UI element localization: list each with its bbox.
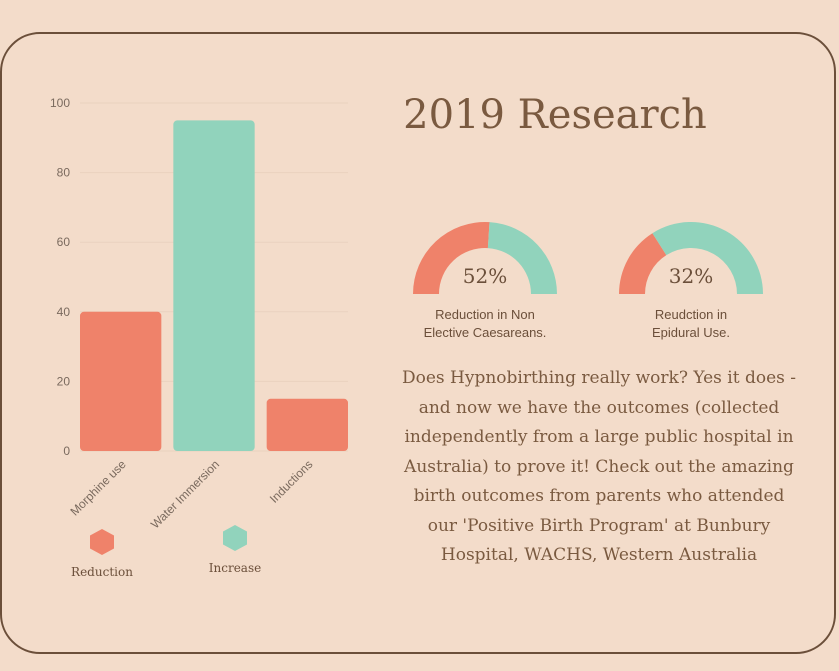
gauge-chart bbox=[619, 222, 763, 294]
bar bbox=[80, 311, 162, 451]
gauge-segment-remainder bbox=[487, 222, 557, 294]
legend-swatch bbox=[90, 529, 114, 555]
gauge-label: Reudction in Epidural Use. bbox=[611, 306, 771, 342]
y-tick-label: 80 bbox=[57, 166, 71, 180]
card-frame bbox=[0, 32, 836, 654]
bar bbox=[173, 120, 255, 452]
text-line: Australia) to prove it! Check out the am… bbox=[404, 456, 794, 477]
legend-item-reduction: Reduction bbox=[57, 528, 147, 579]
text-line: independently from a large public hospit… bbox=[404, 427, 794, 447]
y-tick-label: 40 bbox=[57, 305, 71, 319]
gauge-label-line: Reduction in Non bbox=[435, 307, 535, 322]
x-tick-label: Morphine use bbox=[67, 457, 129, 519]
gauge-label-line: Epidural Use. bbox=[651, 325, 731, 340]
page-title: 2019 Research bbox=[403, 92, 707, 138]
text-line: birth outcomes from parents who attended bbox=[413, 486, 785, 506]
x-tick-label: Water Immersion bbox=[148, 457, 222, 531]
description-text: Does Hypnobirthing really work? Yes it d… bbox=[384, 364, 814, 571]
y-tick-label: 60 bbox=[57, 235, 71, 249]
gauge-epidural: 32% Reudction in Epidural Use. bbox=[611, 218, 771, 342]
hexagon-icon bbox=[223, 525, 247, 551]
gauge-segment-reduction bbox=[619, 233, 667, 294]
y-tick-label: 100 bbox=[50, 96, 70, 110]
bar-chart: 0 20 40 60 80 100 Morphine use Water Immersion I… bbox=[50, 96, 348, 531]
bar bbox=[266, 398, 348, 451]
text-line: and now we have the outcomes (collected bbox=[418, 397, 780, 418]
text-line: Does Hypnobirthing really work? Yes it d… bbox=[401, 368, 797, 388]
gauge-label: Reduction in Non Elective Caesareans. bbox=[405, 306, 565, 342]
legend-swatch bbox=[223, 525, 247, 551]
gauge-percent: 52% bbox=[462, 264, 508, 288]
text-line: our 'Positive Birth Program' at Bunbury bbox=[427, 515, 771, 536]
y-tick-label: 20 bbox=[57, 374, 71, 388]
legend-label: Reduction bbox=[71, 565, 133, 579]
gauge-chart bbox=[413, 222, 557, 294]
gauge-segment-remainder bbox=[652, 222, 763, 294]
gauge-caesareans: 52% Reduction in Non Elective Caesareans… bbox=[405, 218, 565, 342]
legend-label: Increase bbox=[208, 561, 262, 575]
gauge-label-line: Reudction in bbox=[654, 307, 728, 322]
gauge-label-line: Elective Caesareans. bbox=[423, 325, 547, 340]
x-tick-label: Inductions bbox=[267, 457, 316, 506]
legend-item-increase: Increase bbox=[190, 524, 280, 575]
gauge-segment-reduction bbox=[413, 222, 490, 294]
y-tick-label: 0 bbox=[63, 444, 70, 458]
text-line: Hospital, WACHS, Western Australia bbox=[440, 545, 758, 565]
hexagon-icon bbox=[90, 529, 114, 555]
gauge-percent: 32% bbox=[668, 264, 714, 288]
